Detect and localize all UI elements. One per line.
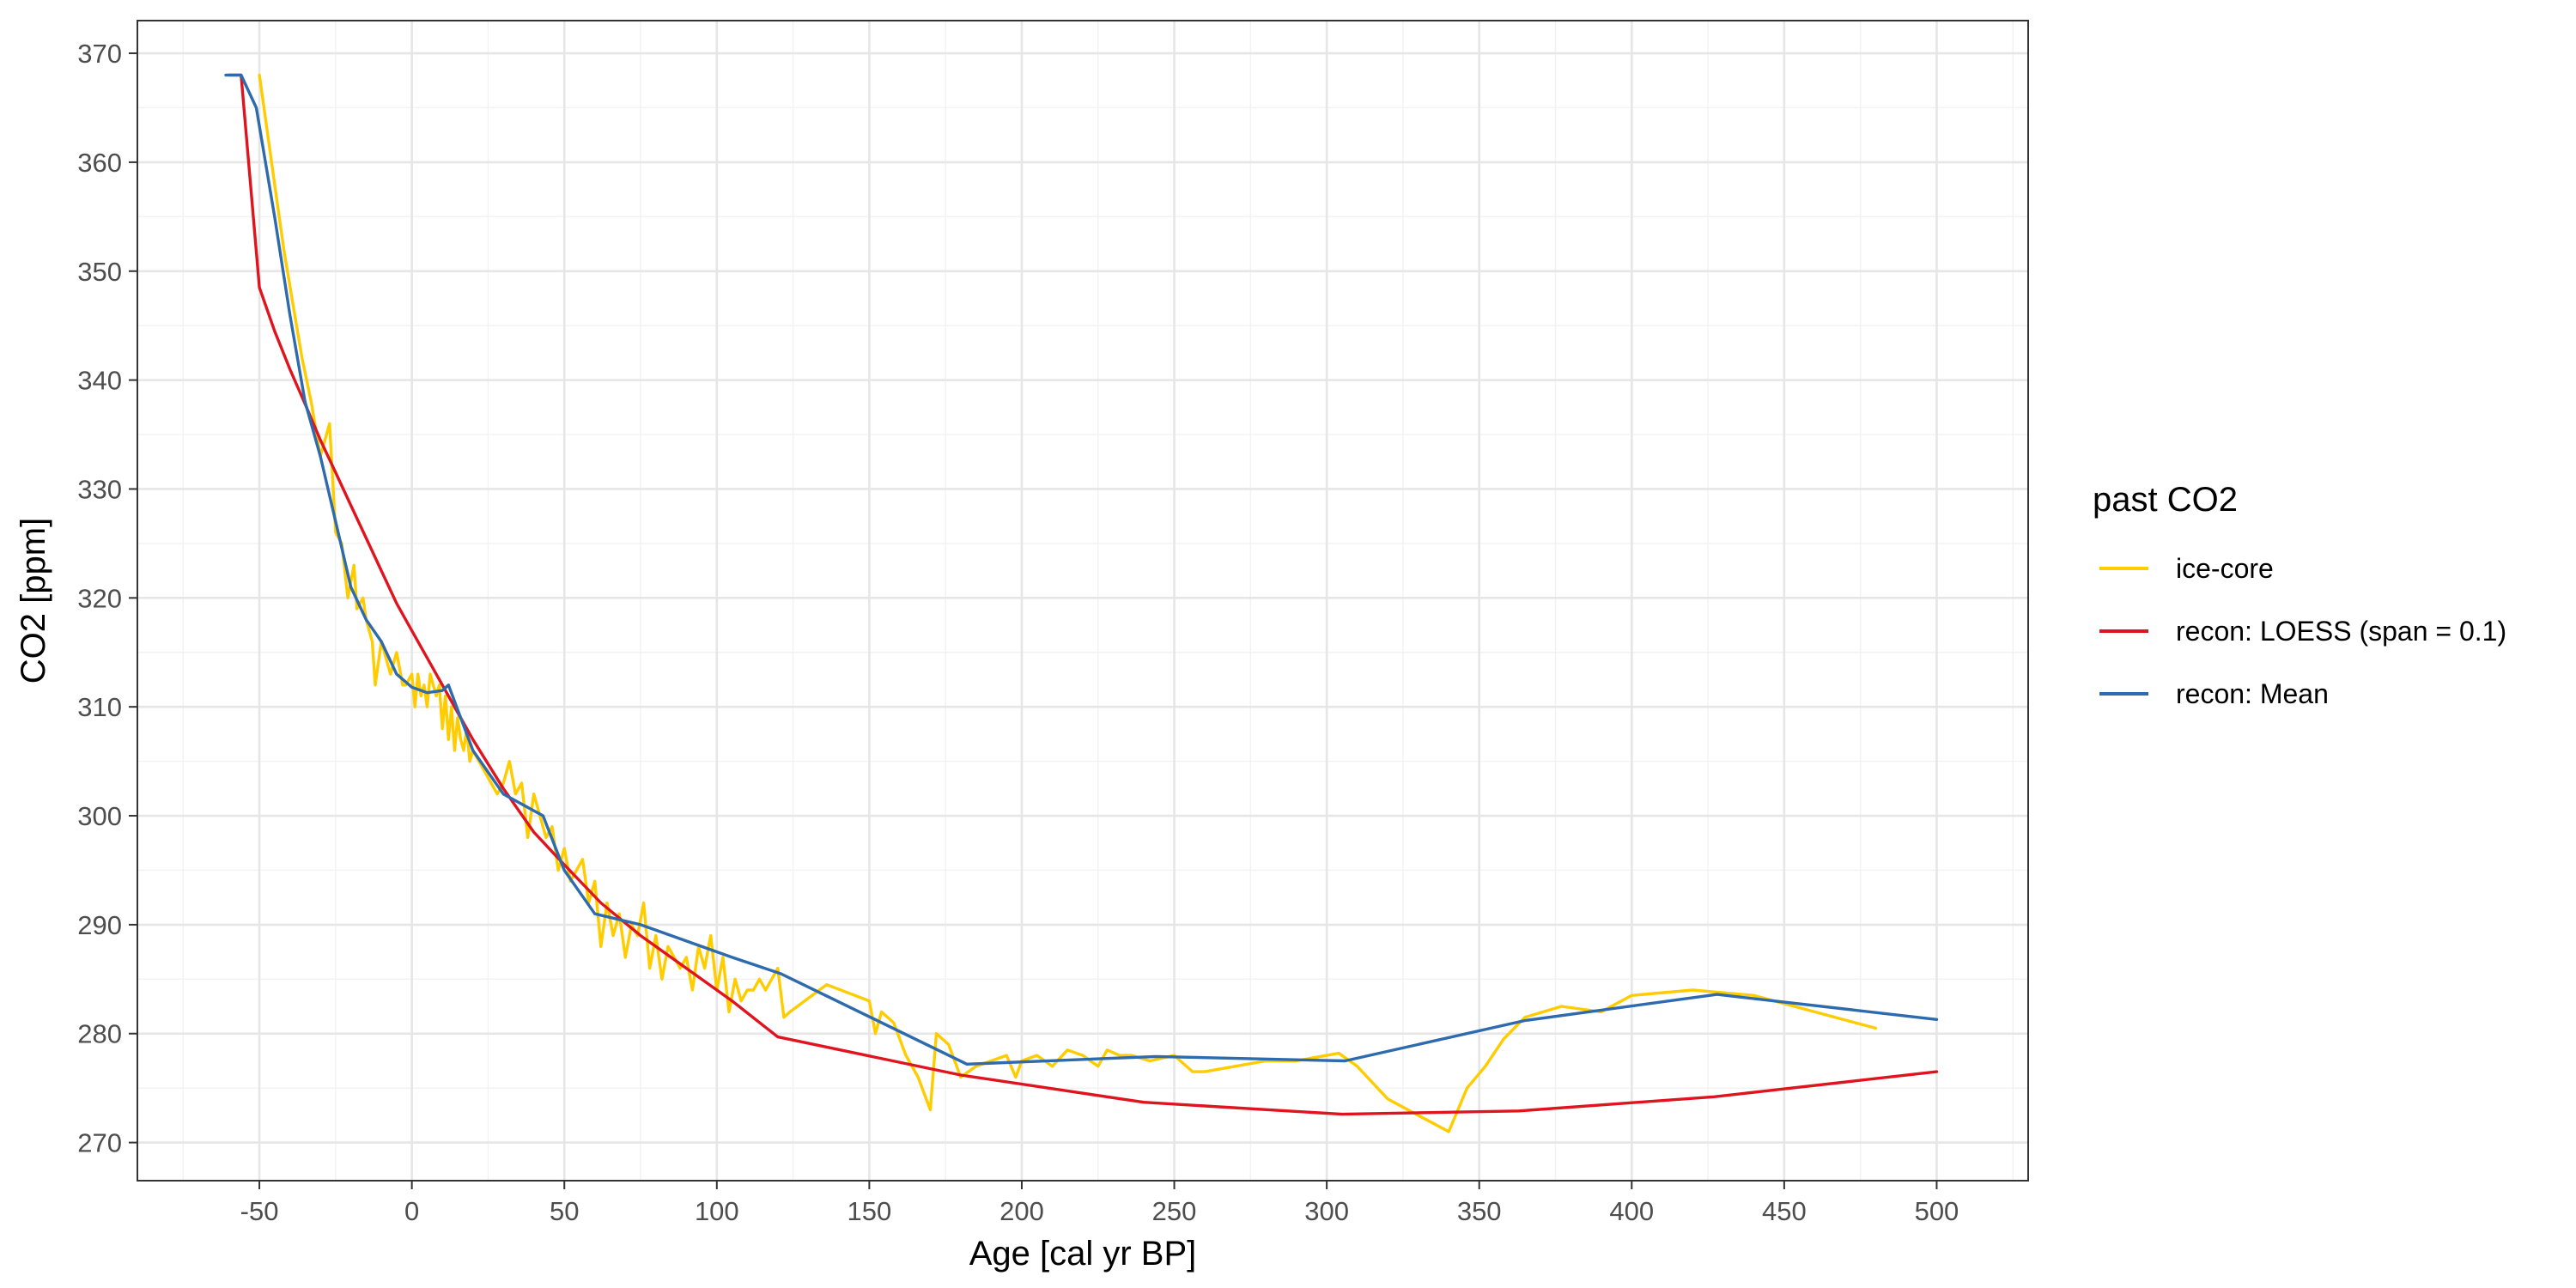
- y-tick-label: 290: [77, 910, 122, 940]
- x-tick-label: -50: [240, 1196, 279, 1226]
- y-tick-label: 340: [77, 366, 122, 396]
- y-tick-label: 370: [77, 39, 122, 69]
- y-tick-label: 350: [77, 257, 122, 287]
- legend-label-recon-loess-span-0-1: recon: LOESS (span = 0.1): [2176, 616, 2506, 647]
- y-tick-label: 270: [77, 1128, 122, 1158]
- y-tick-label: 300: [77, 801, 122, 831]
- y-tick-label: 320: [77, 583, 122, 613]
- series-lines: [224, 73, 1939, 1133]
- x-tick-label: 0: [404, 1196, 419, 1226]
- legend-label-recon-mean: recon: Mean: [2176, 678, 2329, 709]
- y-tick-label: 280: [77, 1019, 122, 1049]
- x-tick-label: 450: [1762, 1196, 1807, 1226]
- grid-lines: [137, 21, 2028, 1181]
- x-tick-label: 200: [999, 1196, 1044, 1226]
- legend: past CO2 ice-core recon: LOESS (span = 0.…: [2093, 481, 2506, 709]
- x-tick-label: 400: [1609, 1196, 1654, 1226]
- legend-label-ice-core: ice-core: [2176, 553, 2274, 584]
- y-axis: 270 280 290 300 310 320 330 340 350 360 370: [77, 39, 137, 1158]
- x-tick-label: 50: [550, 1196, 579, 1226]
- x-tick-label: 500: [1915, 1196, 1959, 1226]
- x-tick-label: 350: [1457, 1196, 1502, 1226]
- panel-border: [137, 20, 2029, 1182]
- x-tick-label: 250: [1152, 1196, 1197, 1226]
- y-tick-label: 360: [77, 148, 122, 178]
- x-axis-title: Age [cal yr BP]: [969, 1235, 1197, 1273]
- series-line-recon-mean: [224, 73, 1939, 1066]
- x-axis: -50 0 50 100 150 200 250 300 350 400 450 500: [240, 1181, 1959, 1226]
- y-axis-title: CO2 [ppm]: [15, 518, 52, 683]
- legend-title: past CO2: [2093, 481, 2238, 519]
- x-tick-label: 300: [1304, 1196, 1349, 1226]
- y-tick-label: 310: [77, 692, 122, 722]
- y-tick-label: 330: [77, 474, 122, 504]
- x-tick-label: 150: [848, 1196, 892, 1226]
- x-tick-label: 100: [695, 1196, 739, 1226]
